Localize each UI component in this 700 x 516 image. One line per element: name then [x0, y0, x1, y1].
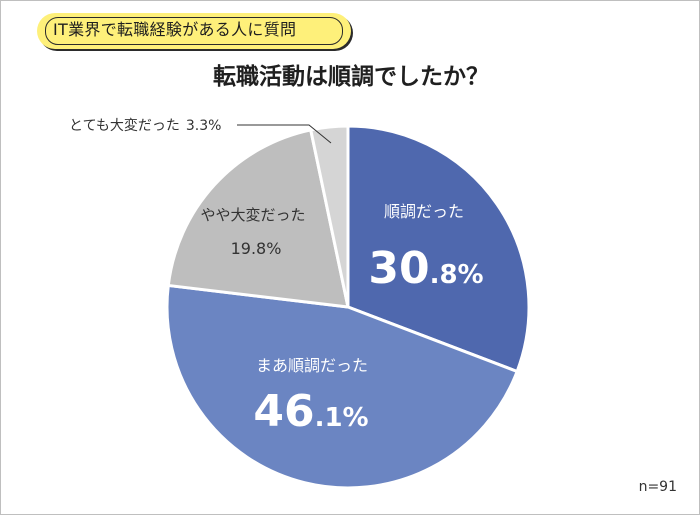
slice-value-fairly-smooth: 46.1%: [253, 386, 368, 437]
pie-slices: [165, 124, 531, 490]
slice-label-very-hard: とても大変だった 3.3%: [69, 117, 221, 134]
question-badge-border: [45, 17, 343, 45]
pie-slice-somewhat-hard: [166, 128, 350, 309]
slice-value-somewhat-hard: 19.8%: [231, 239, 282, 258]
slice-label-fairly-smooth: まあ順調だった: [256, 356, 368, 375]
pie-slice-fairly-smooth: [165, 283, 519, 490]
pie-slice-very-hard: [309, 124, 350, 309]
question-badge-text: IT業界で転職経験がある人に質問: [53, 20, 297, 39]
callout-leader-line: [237, 124, 332, 144]
chart-title: 転職活動は順調でしたか？: [213, 64, 489, 90]
slice-label-somewhat-hard: やや大変だった: [200, 206, 305, 224]
slice-label-smooth: 順調だった: [384, 202, 464, 221]
slice-value-smooth: 30.8%: [368, 243, 483, 294]
sample-size-label: n=91: [638, 479, 677, 495]
pie-slice-smooth: [346, 124, 531, 374]
pie-labels: 順調だった 30.8% まあ順調だった 46.1% やや大変だった 19.8% …: [69, 117, 484, 437]
